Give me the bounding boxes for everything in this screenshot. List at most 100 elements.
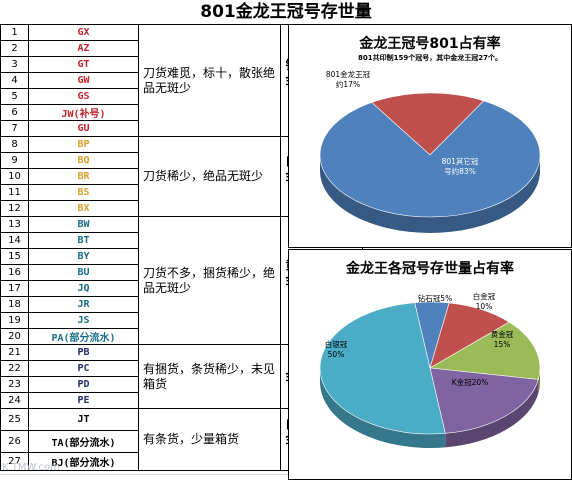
crown-code: BS [28,184,139,201]
pie2-slice-4 [319,302,446,435]
table-row: 5 GS [0,88,363,105]
chart-panel-bottom[interactable]: 金龙王各冠号存世量占有率 钻石冠5% 白金冠10% 黄金冠15% K金冠20% … [288,249,572,480]
crown-code: BP [28,136,139,153]
row-number: 15 [0,248,29,265]
pie2-label-gold: 黄金冠15% [490,330,514,349]
row-number: 13 [0,216,29,233]
crown-code: BY [28,248,139,265]
row-number: 11 [0,184,29,201]
row-number: 18 [0,296,29,313]
crown-code: GW [28,72,139,89]
crown-code: PD [28,376,139,393]
crown-code: AZ [28,40,139,57]
crown-code: BX [28,200,139,217]
crown-code: PC [28,360,139,377]
crown-code: BU [28,264,139,281]
table-row: 15 BY [0,248,363,265]
crown-code: BQ [28,152,139,169]
pie2-label-k-gold: K金冠20% [451,378,489,387]
pie2-slice-side [320,368,446,448]
row-number: 20 [0,328,29,345]
chart1-subtitle: 801共印制159个冠号，其中金龙王冠27个。 [358,54,502,62]
row-number: 27 [0,452,29,471]
crown-code: BW [28,216,139,233]
row-number: 5 [0,88,29,105]
row-number: 21 [0,344,29,361]
row-number: 25 [0,408,29,431]
row-number: 17 [0,280,29,297]
row-number: 3 [0,56,29,73]
crown-code: JT [28,408,139,431]
pie-chart-crown-distribution [319,301,541,448]
table-row: 4 GW [0,72,363,89]
chart1-title: 金龙王冠号801占有率 [359,36,501,52]
pie2-label-silver: 白银冠50% [324,340,348,359]
crown-code: PA(部分流水) [28,328,139,345]
crown-code: BR [28,168,139,185]
row-number: 14 [0,232,29,249]
watermark: K.TMW.com [2,462,60,473]
pie2-slice-3 [429,367,539,434]
row-number: 4 [0,72,29,89]
table-row: 2 AZ [0,40,363,57]
row-number: 26 [0,430,29,453]
table-row: 20 PA(部分流水) [0,328,363,345]
table-row: 24 PE [0,392,363,409]
chart-panel-top[interactable]: 金龙王冠号801占有率 801共印制159个冠号，其中金龙王冠27个。 801金… [288,24,572,248]
group-description: 刀货稀少，绝品无斑少 [138,136,281,217]
crown-code: JW(补号) [28,104,139,121]
table-row: 3 GT [0,56,363,73]
pie1-slice-0 [371,92,485,156]
row-number: 9 [0,152,29,169]
row-number: 12 [0,200,29,217]
group-description: 刀货难觅，标十，散张绝品无斑少 [138,24,281,137]
row-number: 24 [0,392,29,409]
crown-code: JR [28,296,139,313]
crown-code: GX [28,24,139,41]
crown-code: GU [28,120,139,137]
pie1-label-other-crowns: 801其它冠号约83% [441,157,479,176]
table-row: 14 BT [0,232,363,249]
row-number: 8 [0,136,29,153]
page-title: 801金龙王冠号存世量 [200,2,372,22]
row-number: 10 [0,168,29,185]
crown-code: PB [28,344,139,361]
group-description: 有捆货，条货稀少，未见箱货 [138,344,281,409]
crown-code: BJ(部分流水) [28,452,139,471]
pie1-slice-side [320,155,540,233]
table-row: 27 BJ(部分流水) [0,452,363,471]
pie1-slice-1 [319,100,541,218]
chart2-title: 金龙王各冠号存世量占有率 [346,261,514,277]
table-row: 17 JQ [0,280,363,297]
pie2-label-platinum: 白金冠10% [472,292,496,311]
table-row: 23 PD [0,376,363,393]
crown-code: GT [28,56,139,73]
table-row: 16 BU [0,264,363,281]
row-number: 7 [0,120,29,137]
pie2-slice-side [445,379,539,448]
crown-code: GS [28,88,139,105]
crown-code: JQ [28,280,139,297]
table-row: 26 TA(部分流水) [0,430,363,453]
crown-code: BT [28,232,139,249]
row-number: 19 [0,312,29,329]
crown-code: JS [28,312,139,329]
crown-code: PE [28,392,139,409]
table-row: 12 BX [0,200,363,217]
row-number: 2 [0,40,29,57]
group-description: 刀货不多，捆货稀少，绝品无斑少 [138,216,281,345]
row-number: 16 [0,264,29,281]
row-number: 6 [0,104,29,121]
table-row: 10 BR [0,168,363,185]
group-description: 有条货，少量箱货 [138,408,281,471]
pie-chart-801-share [319,92,541,233]
row-number: 22 [0,360,29,377]
pie2-label-diamond: 钻石冠5% [417,294,453,303]
table-row: 22 PC [0,360,363,377]
row-number: 1 [0,24,29,41]
table-row: 19 JS [0,312,363,329]
pie2-slice-2 [429,321,541,380]
crown-code: TA(部分流水) [28,430,139,453]
table-row: 11 BS [0,184,363,201]
row-number: 23 [0,376,29,393]
